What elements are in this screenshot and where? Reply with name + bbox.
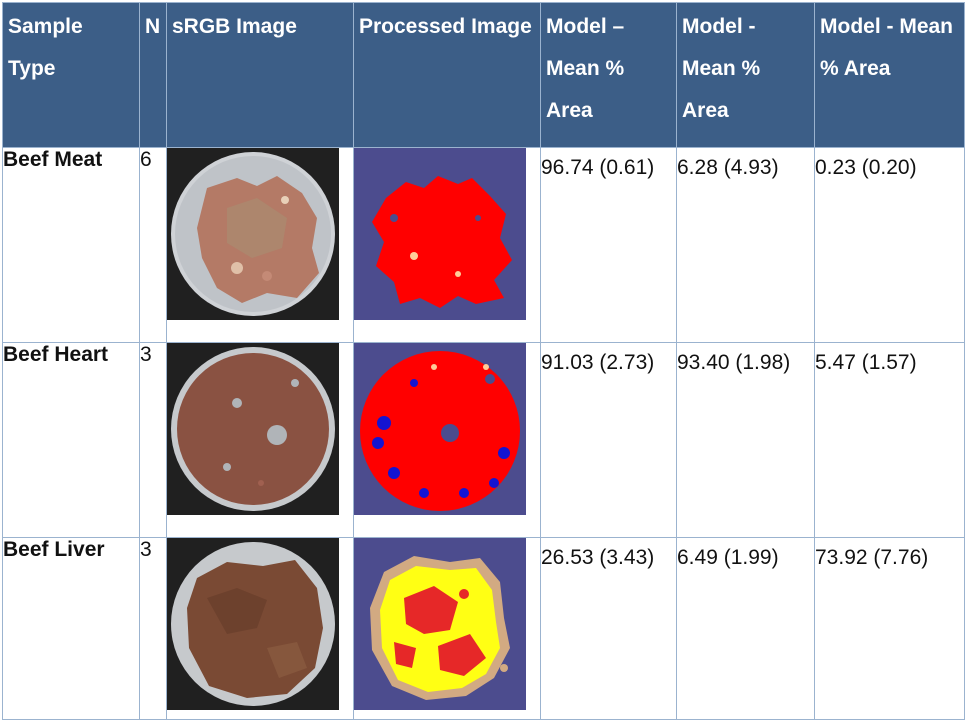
sample-count: 3	[139, 537, 167, 720]
sample-count: 3	[139, 342, 167, 538]
sample-name: Beef Meat	[2, 147, 140, 343]
sample-name: Beef Heart	[2, 342, 140, 538]
sample-name: Beef Liver	[2, 537, 140, 720]
srgb-image	[167, 538, 339, 710]
model-2-value: 6.28 (4.93)	[676, 147, 815, 343]
model-1-value: 26.53 (3.43)	[540, 537, 677, 720]
model-3-value: 73.92 (7.76)	[814, 537, 965, 720]
model-1-value: 96.74 (0.61)	[540, 147, 677, 343]
srgb-image-cell	[166, 147, 354, 343]
header-model-1: Model – Mean % Area	[540, 2, 677, 148]
header-processed-image: Processed Image	[353, 2, 541, 148]
model-2-value: 93.40 (1.98)	[676, 342, 815, 538]
model-3-value: 0.23 (0.20)	[814, 147, 965, 343]
table-row: Beef Heart 3	[2, 342, 965, 538]
header-sample-type: Sample Type	[2, 2, 140, 148]
model-1-value: 91.03 (2.73)	[540, 342, 677, 538]
model-3-value: 5.47 (1.57)	[814, 342, 965, 538]
srgb-image	[167, 343, 339, 515]
processed-image-cell	[353, 342, 541, 538]
header-row: Sample Type N sRGB Image Processed Image…	[2, 2, 965, 148]
srgb-image-cell	[166, 342, 354, 538]
srgb-image-cell	[166, 537, 354, 720]
processed-image	[354, 148, 526, 320]
sample-count: 6	[139, 147, 167, 343]
processed-image	[354, 343, 526, 515]
header-model-3: Model - Mean % Area	[814, 2, 965, 148]
table-row: Beef Liver 3	[2, 537, 965, 720]
header-model-2: Model - Mean % Area	[676, 2, 815, 148]
processed-image-cell	[353, 537, 541, 720]
table-row: Beef Meat 6	[2, 147, 965, 343]
srgb-image	[167, 148, 339, 320]
model-2-value: 6.49 (1.99)	[676, 537, 815, 720]
processed-image	[354, 538, 526, 710]
header-n: N	[139, 2, 167, 148]
processed-image-cell	[353, 147, 541, 343]
header-srgb-image: sRGB Image	[166, 2, 354, 148]
